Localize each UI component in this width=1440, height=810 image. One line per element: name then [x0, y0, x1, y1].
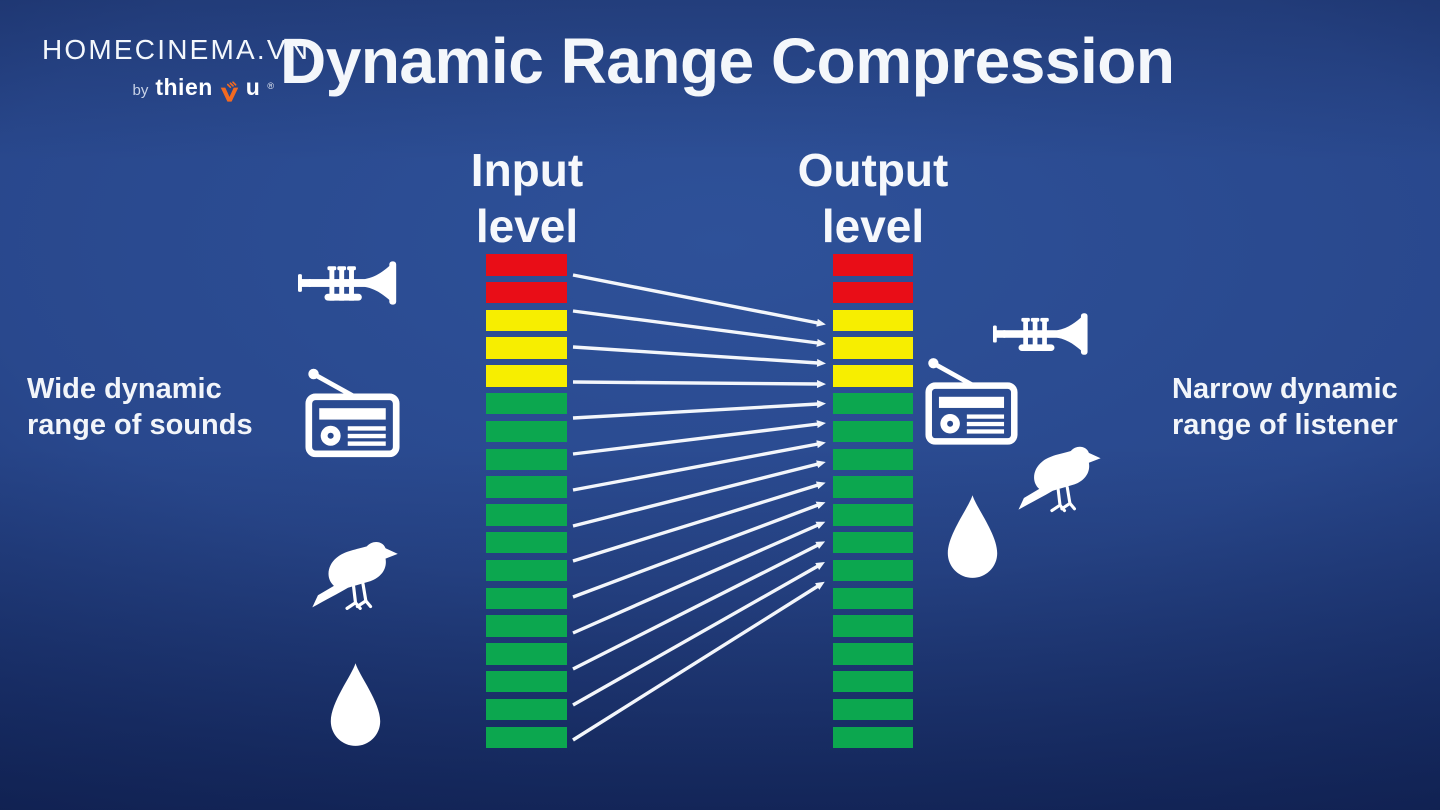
output-meter-segment-green	[833, 504, 913, 526]
compression-arrow	[572, 521, 826, 635]
right-caption-line1: Narrow dynamic	[1172, 373, 1398, 405]
bird-icon	[308, 537, 403, 614]
input-meter-segment-green	[486, 643, 567, 665]
output-meter-segment-green	[833, 392, 913, 415]
compression-arrow	[572, 420, 826, 456]
compression-arrow	[572, 345, 826, 367]
input-meter-segment-green	[486, 670, 567, 693]
page-title: Dynamic Range Compression	[280, 25, 1175, 97]
left-caption-line1: Wide dynamic	[27, 373, 222, 405]
input-meter-segment-red	[486, 281, 567, 304]
input-level-label: Input level	[427, 142, 627, 254]
input-meter-segment-green	[486, 392, 567, 415]
compression-arrow	[572, 581, 825, 742]
input-meter-segment-green	[486, 504, 567, 526]
compression-arrow	[572, 501, 826, 599]
thienvu-wordmark-suffix: u	[245, 74, 261, 100]
output-label-line2: level	[821, 200, 925, 252]
compression-arrow	[572, 379, 826, 388]
output-meter-segment-green	[833, 698, 913, 721]
output-level-meter	[833, 254, 913, 749]
input-meter-segment-green	[486, 587, 567, 610]
output-meter-segment-green	[833, 587, 913, 610]
left-caption: Wide dynamic range of sounds	[27, 371, 253, 443]
compression-arrow	[572, 562, 825, 707]
input-meter-segment-green	[486, 726, 567, 749]
compression-arrow	[572, 309, 826, 347]
output-meter-segment-green	[833, 643, 913, 665]
brand-byline: by thien u ®	[42, 74, 274, 102]
output-meter-segment-green	[833, 531, 913, 554]
compression-arrow	[572, 460, 826, 528]
input-meter-segment-yellow	[486, 365, 567, 387]
output-meter-segment-yellow	[833, 337, 913, 359]
input-label-line2: level	[475, 200, 579, 252]
input-meter-segment-green	[486, 476, 567, 498]
trumpet-icon	[298, 258, 406, 308]
input-meter-segment-green	[486, 615, 567, 637]
registered-trademark: ®	[267, 81, 274, 91]
compression-arrow	[572, 273, 826, 327]
output-meter-segment-green	[833, 726, 913, 749]
water-drop-icon	[944, 493, 1001, 583]
input-level-meter	[486, 254, 567, 749]
input-label-line1: Input	[470, 144, 584, 196]
output-meter-segment-yellow	[833, 365, 913, 387]
output-meter-segment-green	[833, 420, 913, 443]
input-meter-segment-green	[486, 698, 567, 721]
radio-icon	[925, 355, 1018, 446]
trumpet-icon	[993, 311, 1097, 357]
radio-icon	[305, 366, 400, 458]
input-meter-segment-red	[486, 254, 567, 276]
left-caption-line2: range of sounds	[27, 409, 253, 441]
bird-icon	[1013, 442, 1107, 516]
output-meter-segment-red	[833, 254, 913, 276]
output-meter-segment-green	[833, 448, 913, 471]
input-meter-segment-green	[486, 559, 567, 582]
compression-arrow	[572, 440, 826, 492]
output-meter-segment-red	[833, 281, 913, 304]
output-meter-segment-green	[833, 670, 913, 693]
right-caption-line2: range of listener	[1172, 409, 1398, 441]
input-meter-segment-green	[486, 531, 567, 554]
compression-arrow	[572, 481, 826, 563]
output-level-label: Output level	[773, 142, 973, 254]
output-meter-segment-green	[833, 476, 913, 498]
thienvu-v-icon	[220, 81, 239, 102]
water-drop-icon	[327, 660, 384, 752]
compression-arrow	[572, 400, 826, 420]
output-meter-segment-yellow	[833, 309, 913, 332]
brand-logo: HOMECINEMA.VN by thien u ®	[42, 34, 311, 102]
input-meter-segment-yellow	[486, 309, 567, 332]
right-caption: Narrow dynamic range of listener	[1172, 371, 1398, 443]
by-label: by	[132, 82, 149, 99]
thienvu-wordmark-prefix: thien	[155, 74, 213, 100]
input-meter-segment-green	[486, 448, 567, 471]
output-meter-segment-green	[833, 615, 913, 637]
output-label-line1: Output	[797, 144, 949, 196]
brand-name: HOMECINEMA.VN	[42, 34, 311, 65]
output-meter-segment-green	[833, 559, 913, 582]
compression-arrow	[572, 541, 826, 671]
input-meter-segment-yellow	[486, 337, 567, 359]
input-meter-segment-green	[486, 420, 567, 443]
